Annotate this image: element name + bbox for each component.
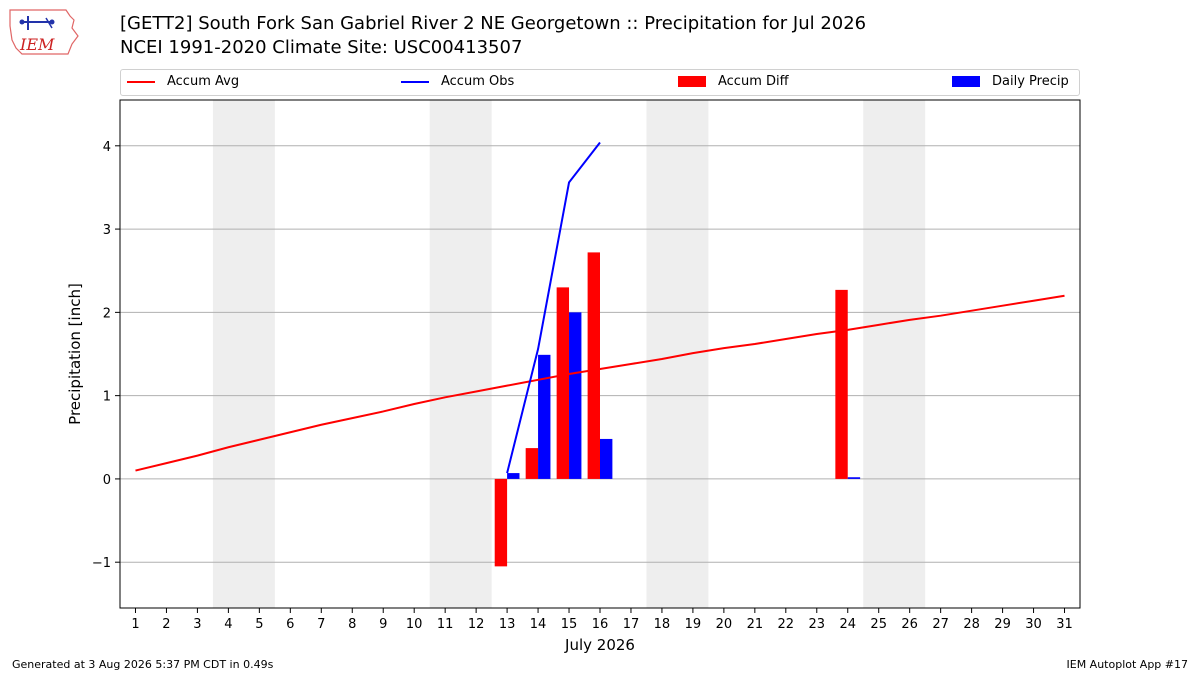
iem-logo: IEM (9, 9, 79, 55)
y-axis-label: Precipitation [inch] (66, 283, 84, 425)
x-tick-label: 24 (839, 617, 856, 632)
x-tick-label: 26 (901, 617, 918, 632)
iowa-state-outline (9, 9, 79, 55)
accum-diff-bar (587, 252, 600, 479)
legend-label-accum-diff: Accum Diff (718, 74, 789, 89)
accum-diff-bar (556, 287, 570, 479)
x-tick-label: 17 (623, 617, 640, 632)
y-tick-label: 3 (103, 223, 111, 238)
legend-item-accum-avg: Accum Avg (127, 74, 239, 89)
x-tick-label: 23 (809, 617, 826, 632)
x-tick-label: 16 (592, 617, 609, 632)
weekend-band-1 (429, 100, 492, 608)
x-tick-label: 14 (530, 617, 547, 632)
x-tick-label: 3 (193, 617, 201, 632)
legend-label-accum-avg: Accum Avg (167, 74, 240, 89)
legend-label-daily-precip: Daily Precip (992, 74, 1069, 89)
x-tick-label: 12 (468, 617, 485, 632)
x-axis-label: July 2026 (564, 636, 635, 654)
x-tick-label: 28 (963, 617, 980, 632)
x-tick-label: 19 (685, 617, 702, 632)
x-tick-label: 6 (286, 617, 294, 632)
x-tick-label: 29 (994, 617, 1011, 632)
daily-precip-bar (569, 312, 582, 479)
daily-precip-bar (847, 477, 861, 479)
bars (494, 252, 861, 567)
x-tick-label: 15 (561, 617, 578, 632)
legend-label-accum-obs: Accum Obs (441, 74, 515, 89)
weather-station-icon (19, 16, 55, 30)
x-tick-label: 20 (716, 617, 733, 632)
daily-precip-bar (538, 354, 551, 479)
x-tick-label: 22 (778, 617, 795, 632)
legend: Accum Avg Accum Obs Accum Diff Daily Pre… (120, 69, 1080, 96)
y-tick-label: −1 (92, 556, 111, 571)
weekend-band-2 (646, 100, 709, 608)
x-tick-label: 7 (317, 617, 325, 632)
accum-diff-bar (835, 289, 848, 479)
x-tick-label: 1 (131, 617, 139, 632)
x-tick-label: 5 (255, 617, 263, 632)
app-credit: IEM Autoplot App #17 (1066, 658, 1189, 671)
x-tick-label: 25 (870, 617, 887, 632)
logo-text: IEM (19, 35, 55, 54)
legend-swatch-daily-precip (952, 76, 980, 87)
x-tick-label: 11 (437, 617, 454, 632)
x-tick-label: 10 (406, 617, 423, 632)
y-tick-label: 1 (103, 390, 111, 405)
accum-avg-line (135, 294, 1065, 472)
generated-timestamp: Generated at 3 Aug 2026 5:37 PM CDT in 0… (12, 658, 274, 671)
x-tick-label: 9 (379, 617, 387, 632)
y-tick-label: 0 (103, 473, 111, 488)
x-tick-label: 4 (224, 617, 232, 632)
x-tick-label: 31 (1056, 617, 1073, 632)
legend-item-accum-obs: Accum Obs (401, 74, 514, 89)
series-lines (135, 141, 1065, 474)
accum-diff-bar (525, 448, 539, 479)
legend-swatch-accum-diff (678, 76, 706, 87)
weekend-band-3 (863, 100, 926, 608)
accum-obs-line (506, 141, 601, 474)
legend-item-accum-diff: Accum Diff (678, 74, 789, 89)
daily-precip-bar (600, 438, 613, 479)
x-tick-label: 18 (654, 617, 671, 632)
x-tick-label: 8 (348, 617, 356, 632)
x-tick-label: 13 (499, 617, 516, 632)
x-tick-label: 21 (747, 617, 764, 632)
x-tick-label: 27 (932, 617, 949, 632)
chart-subtitle: NCEI 1991-2020 Climate Site: USC00413507 (120, 37, 523, 58)
weekend-band-0 (212, 100, 275, 608)
accum-diff-bar (494, 478, 508, 567)
x-tick-label: 2 (162, 617, 170, 632)
legend-swatch-accum-obs (401, 80, 429, 83)
y-tick-label: 2 (103, 306, 111, 321)
legend-item-daily-precip: Daily Precip (952, 74, 1069, 89)
x-tick-label: 30 (1025, 617, 1042, 632)
chart-title: [GETT2] South Fork San Gabriel River 2 N… (120, 13, 867, 34)
y-tick-label: 4 (103, 140, 111, 155)
daily-precip-bar (507, 473, 520, 479)
legend-swatch-accum-avg (127, 80, 155, 83)
weekend-shading (212, 100, 926, 608)
